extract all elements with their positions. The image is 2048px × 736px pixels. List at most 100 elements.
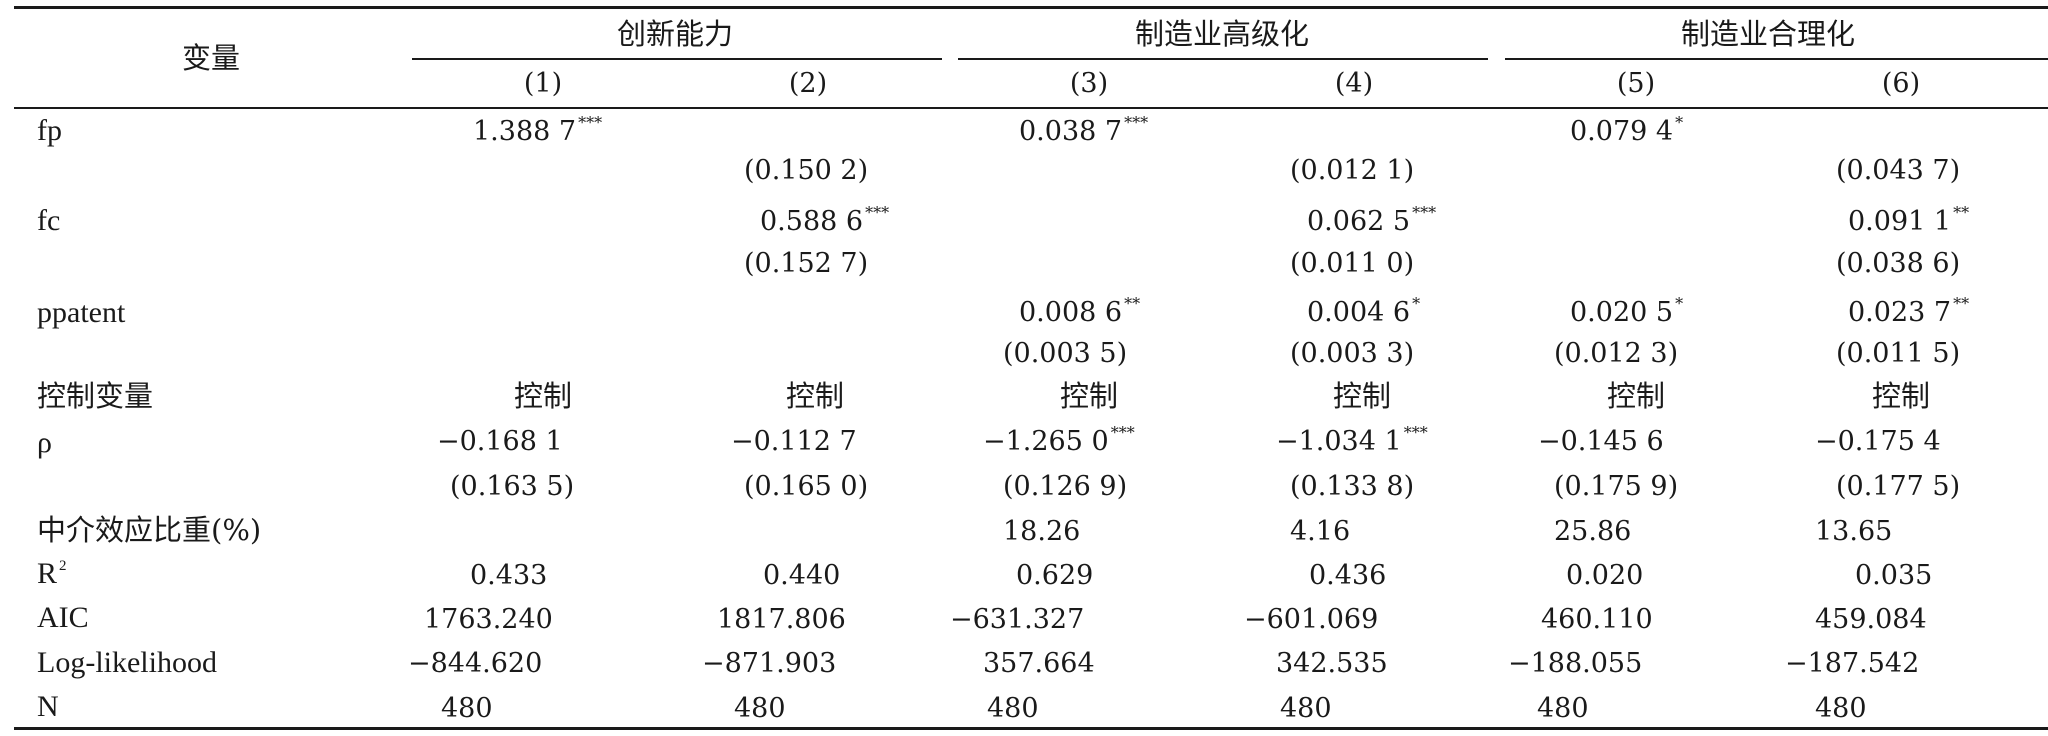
table-cell: (0.003 5) — [1003, 338, 1128, 369]
table-cell: 18.26 — [1003, 516, 1081, 547]
table-cell: 0.008 6 ** — [1019, 294, 1141, 328]
table-cell: 480 — [734, 693, 786, 724]
table-cell: 0.062 5 *** — [1307, 203, 1437, 237]
table-cell: 0.020 — [1566, 560, 1644, 591]
significance-stars: ** — [1953, 203, 1970, 222]
table-cell: 0.436 — [1309, 560, 1387, 591]
table-cell: 1817.806 — [717, 604, 846, 635]
table-cell: −601.069 — [1244, 604, 1379, 635]
table-cell: −0.112 7 — [731, 426, 857, 457]
bottom-rule — [14, 727, 2048, 730]
row-label-controls: 控制变量 — [37, 379, 154, 413]
table-cell: (0.175 9) — [1554, 471, 1679, 502]
significance-stars: * — [1675, 294, 1684, 313]
row-label-fc: fc — [37, 204, 61, 237]
table-cell: −0.168 1 — [437, 426, 563, 457]
significance-stars: * — [1675, 113, 1684, 132]
table-cell: (0.133 8) — [1290, 471, 1415, 502]
table-cell: 0.020 5 * — [1570, 294, 1684, 328]
superscript: 2 — [59, 558, 67, 574]
table-cell: 480 — [1280, 693, 1332, 724]
column-header-5: (5) — [1616, 68, 1656, 99]
table-cell: (0.011 5) — [1836, 338, 1961, 369]
table-cell: (0.177 5) — [1836, 471, 1961, 502]
table-cell: 25.86 — [1554, 516, 1632, 547]
table-cell: 0.433 — [470, 560, 548, 591]
group-header-upgrading: 制造业高级化 — [1134, 17, 1310, 51]
table-cell: 460.110 — [1541, 604, 1653, 635]
table-cell: 0.004 6 * — [1307, 294, 1421, 328]
table-cell: 控制 — [1332, 379, 1392, 413]
corner-header: 变量 — [181, 41, 241, 75]
table-cell: −0.175 4 — [1815, 426, 1941, 457]
table-cell: 控制 — [1059, 379, 1119, 413]
table-cell: 459.084 — [1815, 604, 1927, 635]
table-cell: −1.034 1 *** — [1276, 423, 1428, 457]
table-cell: −188.055 — [1508, 648, 1643, 679]
table-cell: −844.620 — [408, 648, 543, 679]
table-cell: (0.152 7) — [744, 248, 869, 279]
row-label-log-likelihood: Log-likelihood — [37, 646, 217, 679]
column-header-6: (6) — [1881, 68, 1921, 99]
table-cell: 0.038 7 *** — [1019, 113, 1149, 147]
table-cell: 0.091 1 ** — [1848, 203, 1970, 237]
table-cell: 0.588 6 *** — [760, 203, 890, 237]
group-rule-upgrading — [958, 58, 1488, 60]
row-label-mediation-share: 中介效应比重(%) — [37, 513, 262, 547]
table-cell: −187.542 — [1785, 648, 1920, 679]
table-cell: 0.440 — [763, 560, 841, 591]
row-label-n: N — [37, 690, 59, 723]
column-header-1: (1) — [523, 68, 563, 99]
top-rule — [14, 6, 2048, 9]
table-cell: 480 — [1815, 693, 1867, 724]
row-label-fp: fp — [37, 114, 62, 147]
group-rule-rationalization — [1505, 58, 2048, 60]
table-cell: −871.903 — [702, 648, 837, 679]
table-cell: −1.265 0 *** — [983, 423, 1135, 457]
table-cell: (0.003 3) — [1290, 338, 1415, 369]
table-cell: 357.664 — [983, 648, 1095, 679]
table-cell: 控制 — [785, 379, 845, 413]
column-header-4: (4) — [1334, 68, 1374, 99]
table-cell: 0.629 — [1016, 560, 1094, 591]
table-cell: 控制 — [1871, 379, 1931, 413]
significance-stars: ** — [1124, 294, 1141, 313]
table-cell: (0.126 9) — [1003, 471, 1128, 502]
significance-stars: *** — [1124, 113, 1149, 132]
table-cell: 13.65 — [1815, 516, 1893, 547]
table-cell: (0.150 2) — [744, 155, 869, 186]
significance-stars: *** — [865, 203, 890, 222]
group-rule-innovation — [412, 58, 942, 60]
column-header-3: (3) — [1069, 68, 1109, 99]
header-rule — [14, 107, 2048, 109]
table-cell: 480 — [987, 693, 1039, 724]
table-cell: 480 — [1537, 693, 1589, 724]
table-cell: (0.038 6) — [1836, 248, 1961, 279]
table-cell: (0.012 3) — [1554, 338, 1679, 369]
table-cell: −0.145 6 — [1538, 426, 1664, 457]
table-cell: (0.165 0) — [744, 471, 869, 502]
row-label-rho: ρ — [37, 426, 52, 459]
significance-stars: *** — [1403, 423, 1428, 442]
table-cell: 342.535 — [1276, 648, 1388, 679]
table-cell: 控制 — [513, 379, 573, 413]
group-header-innovation: 创新能力 — [616, 17, 734, 51]
table-cell: (0.163 5) — [450, 471, 575, 502]
table-cell: 0.079 4 * — [1570, 113, 1684, 147]
group-header-rationalization: 制造业合理化 — [1680, 17, 1856, 51]
significance-stars: ** — [1953, 294, 1970, 313]
table-cell: (0.012 1) — [1290, 155, 1415, 186]
table-cell: 0.035 — [1855, 560, 1933, 591]
table-cell: −631.327 — [950, 604, 1085, 635]
table-cell: 4.16 — [1290, 516, 1351, 547]
significance-stars: *** — [578, 113, 603, 132]
table-cell: 1.388 7 *** — [473, 113, 603, 147]
table-cell: 0.023 7 ** — [1848, 294, 1970, 328]
table-cell: 1763.240 — [424, 604, 553, 635]
table-cell: 控制 — [1606, 379, 1666, 413]
significance-stars: *** — [1412, 203, 1437, 222]
column-header-2: (2) — [788, 68, 828, 99]
table-cell: (0.043 7) — [1836, 155, 1961, 186]
table-cell: (0.011 0) — [1290, 248, 1415, 279]
